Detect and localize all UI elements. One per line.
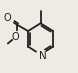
Text: O: O <box>12 32 19 41</box>
Text: O: O <box>3 13 11 23</box>
Text: N: N <box>39 51 47 61</box>
